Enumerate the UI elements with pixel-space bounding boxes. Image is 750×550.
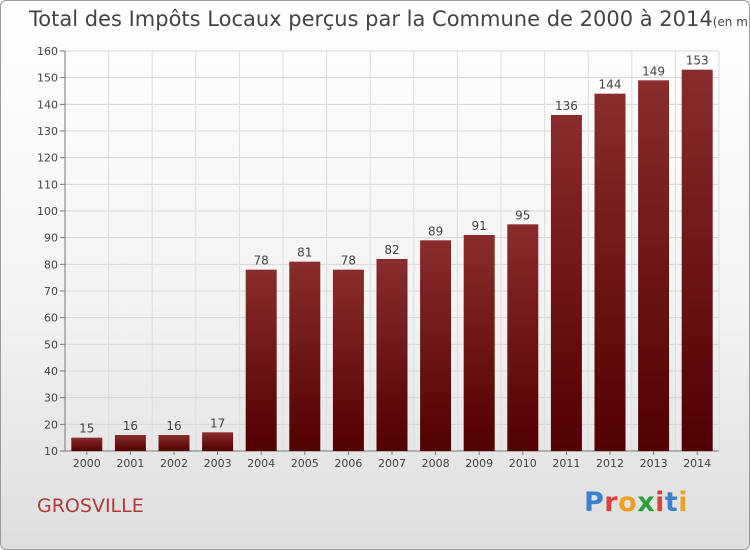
y-tick-label: 150: [37, 72, 58, 85]
y-tick-label: 40: [44, 365, 58, 378]
data-label: 89: [428, 224, 443, 238]
bar: [332, 269, 364, 451]
bar: [158, 435, 190, 451]
bar: [202, 432, 234, 451]
y-tick-label: 90: [44, 232, 58, 245]
logo-letter: t: [664, 487, 679, 518]
data-label: 78: [254, 254, 269, 268]
bar: [638, 80, 670, 451]
bar: [71, 437, 103, 451]
y-tick-label: 10: [44, 445, 58, 458]
bar: [594, 93, 626, 452]
y-tick-label: 50: [44, 338, 58, 351]
y-tick-label: 160: [37, 45, 58, 58]
y-tick-label: 120: [37, 152, 58, 165]
x-tick-label: 2013: [640, 457, 668, 470]
y-tick-label: 80: [44, 258, 58, 271]
x-tick-label: 2012: [596, 457, 624, 470]
data-labels: 15 16 16 17 78 81 78 82 89 91 95 136 144 149 153: [79, 54, 708, 436]
y-tick-label: 30: [44, 392, 58, 405]
x-tick-label: 2001: [116, 457, 144, 470]
x-tick-label: 2000: [73, 457, 101, 470]
x-tick-label: 2003: [204, 457, 232, 470]
y-tick-label: 20: [44, 418, 58, 431]
x-tick-labels: 2000 2001 2002 2003 2004 2005 2006 2007 2008 2009…: [73, 457, 711, 470]
data-label: 82: [384, 243, 399, 257]
proxiti-logo: Proxiti: [584, 487, 688, 518]
logo-letter: o: [618, 487, 638, 518]
x-tick-label: 2009: [465, 457, 493, 470]
chart-title: Total des Impôts Locaux perçus par la Co…: [29, 7, 750, 31]
bar: [507, 224, 539, 451]
data-label: 149: [642, 64, 665, 78]
logo-letter: i: [678, 487, 689, 518]
data-label: 16: [166, 419, 181, 433]
data-label: 95: [515, 208, 530, 222]
data-label: 153: [686, 54, 709, 68]
bar: [114, 435, 146, 451]
x-tick-label: 2006: [334, 457, 362, 470]
x-tick-label: 2002: [160, 457, 188, 470]
bar: [245, 269, 277, 451]
logo-letter: x: [637, 487, 656, 518]
logo-letter: P: [584, 487, 605, 518]
data-label: 15: [79, 422, 94, 436]
data-label: 136: [555, 99, 578, 113]
logo-letter: i: [655, 487, 665, 518]
bar: [681, 69, 713, 452]
bar: [463, 235, 495, 451]
bar: [376, 259, 408, 451]
y-tick-label: 110: [37, 178, 58, 191]
y-tick-label: 70: [44, 285, 58, 298]
data-label: 16: [123, 419, 138, 433]
logo-letter: r: [604, 487, 619, 518]
data-label: 81: [297, 246, 312, 260]
x-tick-label: 2011: [552, 457, 580, 470]
bar: [550, 115, 582, 451]
x-tick-label: 2014: [683, 457, 711, 470]
x-tick-label: 2005: [291, 457, 319, 470]
y-tick-label: 140: [37, 98, 58, 111]
x-tick-label: 2007: [378, 457, 406, 470]
y-tick-labels: 10 20 30 40 50 60 70 80 90 100 110 120 130 140 150 160: [37, 45, 58, 458]
data-label: 144: [599, 78, 622, 92]
y-tick-label: 100: [37, 205, 58, 218]
bar: [420, 240, 452, 451]
bar: [289, 261, 321, 451]
chart-title-main: Total des Impôts Locaux perçus par la Co…: [29, 7, 713, 31]
x-tick-label: 2010: [509, 457, 537, 470]
chart-title-unit: (en milliers d'€): [712, 15, 750, 29]
x-tick-label: 2004: [247, 457, 275, 470]
data-label: 78: [341, 254, 356, 268]
data-label: 17: [210, 416, 225, 430]
data-label: 91: [472, 219, 487, 233]
y-tick-label: 130: [37, 125, 58, 138]
bars: [71, 69, 713, 452]
y-tick-label: 60: [44, 312, 58, 325]
commune-name: GROSVILLE: [37, 495, 144, 517]
x-tick-label: 2008: [422, 457, 450, 470]
